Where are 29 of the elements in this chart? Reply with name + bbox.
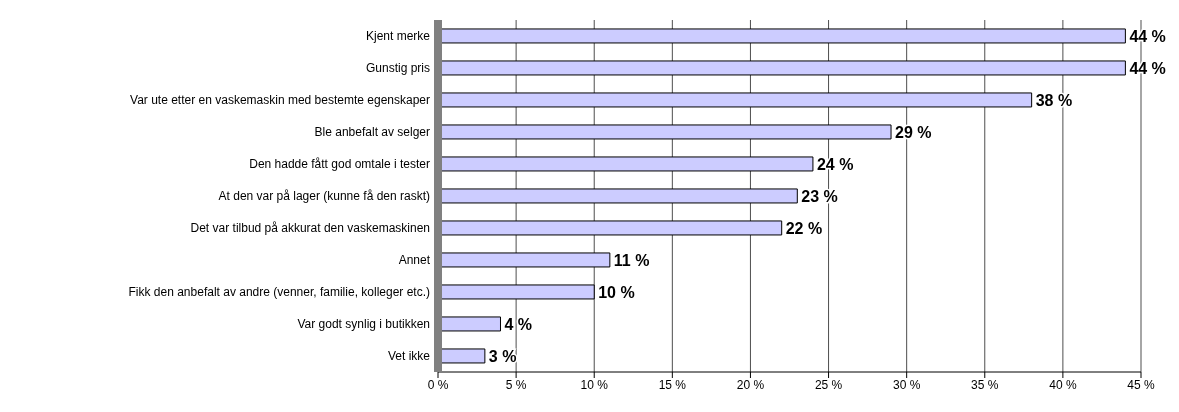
data-label: 22 %	[785, 219, 823, 237]
y-tick-label: Ble anbefalt av selger	[314, 125, 430, 140]
x-tick-label: 35 %	[971, 377, 999, 392]
x-tick-label: 40 %	[1049, 377, 1077, 392]
x-tick-label: 20 %	[736, 377, 765, 392]
x-tick-label: 10 %	[580, 377, 609, 392]
data-label: 38 %	[1035, 91, 1073, 109]
y-tick-label: Det var tilbud på akkurat den vaskemaskinen	[190, 221, 430, 236]
data-label: 4 %	[504, 315, 533, 333]
x-tick-label: 5 %	[505, 377, 527, 392]
y-tick-label: Var godt synlig i butikken	[297, 317, 430, 332]
data-label: 3 %	[488, 347, 517, 365]
y-tick-label: Annet	[398, 253, 431, 268]
x-tick-label: 45 %	[1127, 377, 1155, 392]
data-label: 44 %	[1129, 59, 1166, 77]
y-tick-label: Kjent merke	[365, 29, 431, 44]
y-tick-label: Var ute etter en vaskemaskin med bestemte egenskaper	[130, 93, 430, 108]
data-label: 10 %	[598, 283, 635, 301]
data-label: 44 %	[1129, 27, 1166, 45]
x-tick-label: 25 %	[814, 377, 843, 392]
y-tick-label: Fikk den anbefalt av andre (venner, familie, kolleger etc.)	[128, 285, 430, 300]
y-tick-label: Vet ikke	[387, 349, 431, 364]
data-label: 11 %	[613, 251, 650, 269]
x-tick-label: 0 %	[427, 377, 449, 392]
x-tick-label: 30 %	[892, 377, 921, 392]
x-tick-label: 15 %	[658, 377, 687, 392]
y-tick-label: Den hadde fått god omtale i tester	[249, 157, 430, 172]
y-tick-label: Gunstig pris	[365, 61, 430, 76]
y-tick-label: At den var på lager (kunne få den raskt)	[218, 189, 430, 204]
